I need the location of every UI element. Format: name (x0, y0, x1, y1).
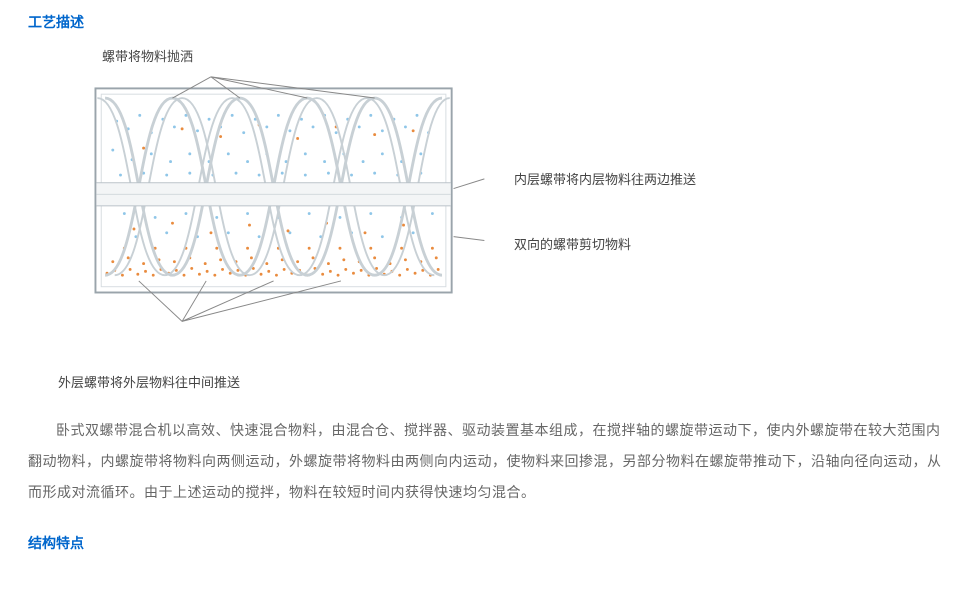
diagram-label-outer-ribbon: 外层螺带将外层物料往中间推送 (58, 372, 945, 391)
section-title-structure: 结构特点 (28, 533, 945, 553)
diagram-svg-wrap (78, 73, 498, 336)
section-title-process: 工艺描述 (28, 12, 945, 32)
process-diagram: 螺带将物料抛洒 内层螺带将内层物料往两边推送 双向的螺带剪切物料 外层螺带将外层… (78, 46, 945, 391)
diagram-label-inner-ribbon: 内层螺带将内层物料往两边推送 (514, 169, 696, 188)
diagram-label-shear: 双向的螺带剪切物料 (514, 234, 696, 253)
diagram-label-top: 螺带将物料抛洒 (102, 46, 945, 65)
process-description-paragraph: 卧式双螺带混合机以高效、快速混合物料，由混合仓、搅拌器、驱动装置基本组成，在搅拌… (28, 415, 945, 507)
diagram-side-labels: 内层螺带将内层物料往两边推送 双向的螺带剪切物料 (514, 73, 696, 253)
ribbon-mixer-diagram-icon (78, 73, 498, 331)
diagram-row: 内层螺带将内层物料往两边推送 双向的螺带剪切物料 (78, 73, 945, 336)
